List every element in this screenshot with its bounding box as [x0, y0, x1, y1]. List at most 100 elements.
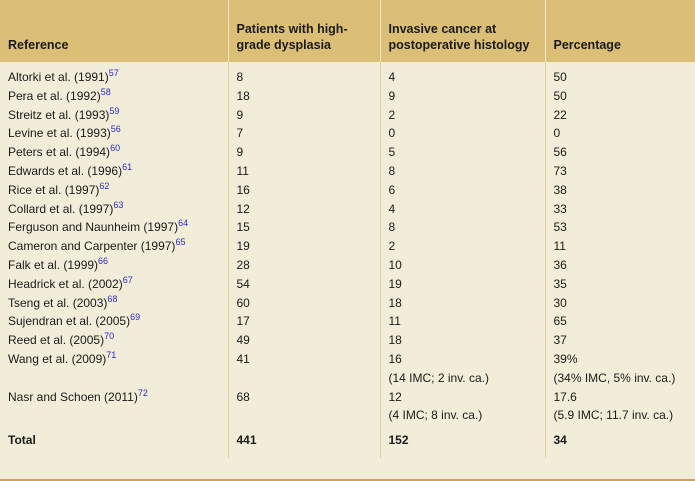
patients-cell-value: 11: [236, 163, 249, 178]
percentage-cell: 39% (34% IMC, 5% inv. ca.): [544, 349, 695, 388]
citation-link[interactable]: 57: [108, 68, 119, 78]
patients-cell-value: 15: [236, 220, 250, 235]
column-header-reference: Reference: [0, 0, 228, 62]
percentage-cell: 0: [544, 124, 695, 144]
total-percentage-cell: 34: [544, 425, 695, 458]
citation-link[interactable]: 60: [110, 143, 121, 154]
citation-link[interactable]: 56: [110, 124, 121, 135]
reference-text: Rice et al. (1997): [8, 182, 100, 197]
percentage-cell: 35: [544, 274, 695, 294]
percentage-cell-value: 39%: [553, 351, 578, 366]
patients-cell: 28: [227, 255, 380, 275]
invasive-cancer-cell: 19: [379, 274, 545, 294]
invasive-cancer-cell-value: 2: [388, 107, 396, 122]
table-row: Peters et al. (1994)60 9 5 56: [0, 143, 695, 162]
patients-cell: 11: [227, 161, 380, 181]
invasive-cancer-cell: 9: [379, 86, 545, 106]
percentage-cell: 53: [544, 218, 695, 238]
percentage-cell-value: 38: [553, 182, 567, 197]
patients-cell-value: 49: [236, 333, 250, 348]
citation-link[interactable]: 72: [137, 387, 148, 398]
percentage-cell: 73: [544, 161, 695, 181]
patients-cell-value: 54: [236, 276, 250, 291]
percentage-cell-value: 50: [553, 88, 567, 103]
invasive-cancer-cell-value: 0: [388, 126, 396, 141]
total-label-cell: Total: [8, 433, 36, 448]
patients-cell-value: 8: [236, 70, 244, 84]
patients-cell-value: 17: [236, 314, 250, 329]
invasive-cancer-cell: 12 (4 IMC; 8 inv. ca.): [379, 387, 545, 426]
total-row: Total 441 152 34: [0, 425, 695, 458]
reference-text: Peters et al. (1994): [8, 145, 111, 160]
citation-link[interactable]: 66: [98, 255, 109, 266]
table-row: Rice et al. (1997)62 16 6 38: [0, 180, 695, 200]
invasive-cancer-cell-value: 4: [388, 70, 396, 84]
patients-cell: 16: [227, 180, 380, 200]
percentage-cell: 50: [544, 86, 695, 106]
percentage-cell: 56: [544, 143, 695, 162]
reference-cell: Wang et al. (2009)71: [0, 350, 228, 388]
patients-cell: 68: [227, 387, 380, 426]
total-patients-cell: 441: [227, 425, 380, 458]
reference-text: Altorki et al. (1991): [8, 70, 109, 84]
reference-cell: Cameron and Carpenter (1997)65: [0, 237, 228, 256]
citation-link[interactable]: 63: [113, 199, 124, 210]
reference-cell: Peters et al. (1994)60: [0, 143, 228, 162]
citation-link[interactable]: 61: [122, 161, 133, 172]
reference-cell: Tseng et al. (2003)68: [0, 294, 228, 313]
invasive-cancer-cell: 16 (14 IMC; 2 inv. ca.): [379, 349, 545, 388]
reference-text: Cameron and Carpenter (1997): [8, 239, 176, 254]
reference-cell: Collard et al. (1997)63: [0, 200, 228, 219]
invasive-cancer-cell-value: 10: [388, 257, 402, 272]
invasive-cancer-cell: 0: [379, 124, 545, 144]
table-row: Wang et al. (2009)71 41 16 (14 IMC; 2 inv. …: [0, 349, 695, 388]
table-row: Cameron and Carpenter (1997)65 19 2 11: [0, 237, 695, 256]
table-row: Levine et al. (1993)56 7 0 0: [0, 124, 695, 144]
citation-link[interactable]: 58: [100, 86, 111, 97]
reference-cell: Pera et al. (1992)58: [0, 87, 228, 106]
invasive-cancer-cell: 8: [379, 161, 545, 181]
patients-cell-value: 28: [236, 257, 250, 272]
citation-link[interactable]: 65: [175, 237, 186, 248]
citation-link[interactable]: 59: [109, 105, 120, 116]
invasive-cancer-cell-value: 11: [388, 314, 401, 329]
header-row: Reference Patients with high-grade dyspl…: [0, 0, 695, 62]
table-row: Sujendran et al. (2005)69 17 11 65: [0, 312, 695, 332]
invasive-cancer-cell: 5: [379, 143, 545, 162]
percentage-cell-value: 65: [553, 314, 567, 329]
invasive-cancer-cell: 18: [379, 293, 545, 313]
invasive-cancer-cell-value: 19: [388, 276, 402, 291]
percentage-cell-value: 17.6: [553, 389, 577, 404]
patients-cell: 41: [227, 349, 380, 388]
reference-text: Falk et al. (1999): [8, 257, 99, 272]
citation-link[interactable]: 71: [106, 349, 117, 360]
citation-link[interactable]: 68: [107, 293, 118, 304]
percentage-cell: 11: [544, 237, 695, 256]
patients-cell-value: 9: [236, 145, 244, 160]
table-row: Nasr and Schoen (2011)72 68 12 (4 IMC; 8 in…: [0, 387, 695, 426]
percentage-cell-value: 0: [553, 126, 561, 141]
patients-cell-value: 9: [236, 107, 244, 122]
citation-link[interactable]: 70: [104, 331, 115, 342]
reference-text: Headrick et al. (2002): [8, 276, 123, 291]
patients-cell: 54: [227, 274, 380, 294]
citation-link[interactable]: 62: [99, 180, 110, 191]
invasive-cancer-cell: 4: [379, 199, 545, 219]
reference-text: Tseng et al. (2003): [8, 295, 108, 310]
citation-link[interactable]: 69: [130, 312, 141, 323]
reference-cell: Falk et al. (1999)66: [0, 256, 228, 275]
percentage-cell-value: 53: [553, 220, 567, 235]
invasive-cancer-cell-value: 2: [388, 239, 396, 254]
reference-cell: Streitz et al. (1993)59: [0, 106, 228, 125]
reference-text: Wang et al. (2009): [8, 351, 107, 366]
reference-cell: Rice et al. (1997)62: [0, 181, 228, 200]
patients-cell-value: 19: [236, 239, 250, 254]
reference-text: Streitz et al. (1993): [8, 107, 110, 122]
invasive-cancer-cell: 11: [379, 312, 545, 332]
citation-link[interactable]: 64: [178, 218, 189, 229]
patients-cell: 49: [227, 331, 380, 350]
citation-link[interactable]: 67: [122, 274, 133, 285]
percentage-cell-note: (5.9 IMC; 11.7 inv. ca.): [553, 408, 674, 423]
patients-cell-value: 41: [236, 351, 250, 366]
